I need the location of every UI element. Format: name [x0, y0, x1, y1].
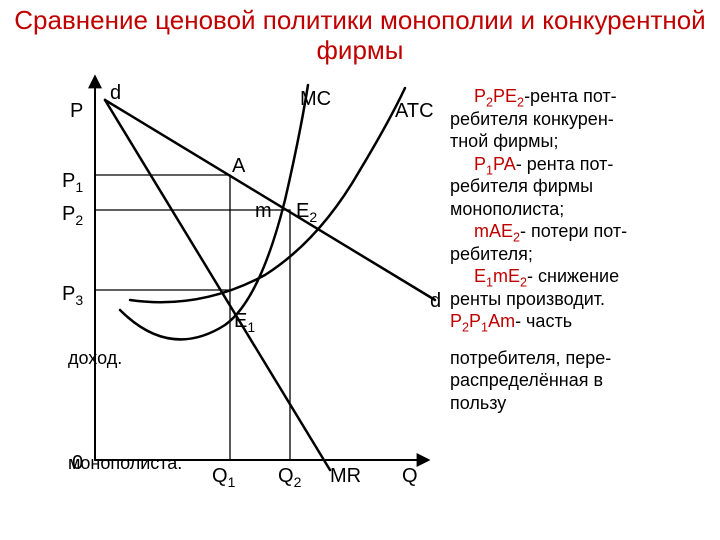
- label-MR: MR: [330, 465, 361, 488]
- label-A: A: [232, 155, 245, 178]
- label-Q: Q: [402, 465, 418, 488]
- label-d1: d: [110, 82, 121, 105]
- label-E1: E1: [234, 310, 255, 333]
- label-P2: P2: [62, 203, 83, 226]
- label-incomeTail: доход.: [68, 348, 122, 369]
- label-ATC: ATC: [395, 100, 434, 123]
- label-Q2: Q2: [278, 465, 301, 488]
- label-MC: MC: [300, 88, 331, 111]
- label-E2: E2: [296, 200, 317, 223]
- explanation-text: P2PE2-рента пот-ребителя конкурен-тной ф…: [450, 85, 710, 414]
- label-Q1: Q1: [212, 465, 235, 488]
- label-d2: d: [430, 290, 441, 313]
- label-P: P: [70, 100, 83, 123]
- label-monopTail: монополиста.: [68, 453, 182, 474]
- label-P3: P3: [62, 283, 83, 306]
- label-P1: P1: [62, 170, 83, 193]
- label-m: m: [255, 200, 272, 223]
